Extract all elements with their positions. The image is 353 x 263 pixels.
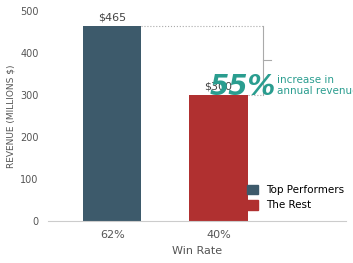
X-axis label: Win Rate: Win Rate [172, 246, 222, 256]
Bar [189, 95, 248, 221]
Y-axis label: REVENUE (MILLIONS $): REVENUE (MILLIONS $) [7, 64, 16, 168]
Text: $465: $465 [98, 12, 126, 22]
Text: $300: $300 [204, 82, 233, 92]
Legend: Top Performers, The Rest: Top Performers, The Rest [247, 185, 344, 210]
Bar [83, 26, 141, 221]
Text: increase in
annual revenue: increase in annual revenue [277, 75, 353, 96]
Text: 55%: 55% [210, 73, 276, 101]
